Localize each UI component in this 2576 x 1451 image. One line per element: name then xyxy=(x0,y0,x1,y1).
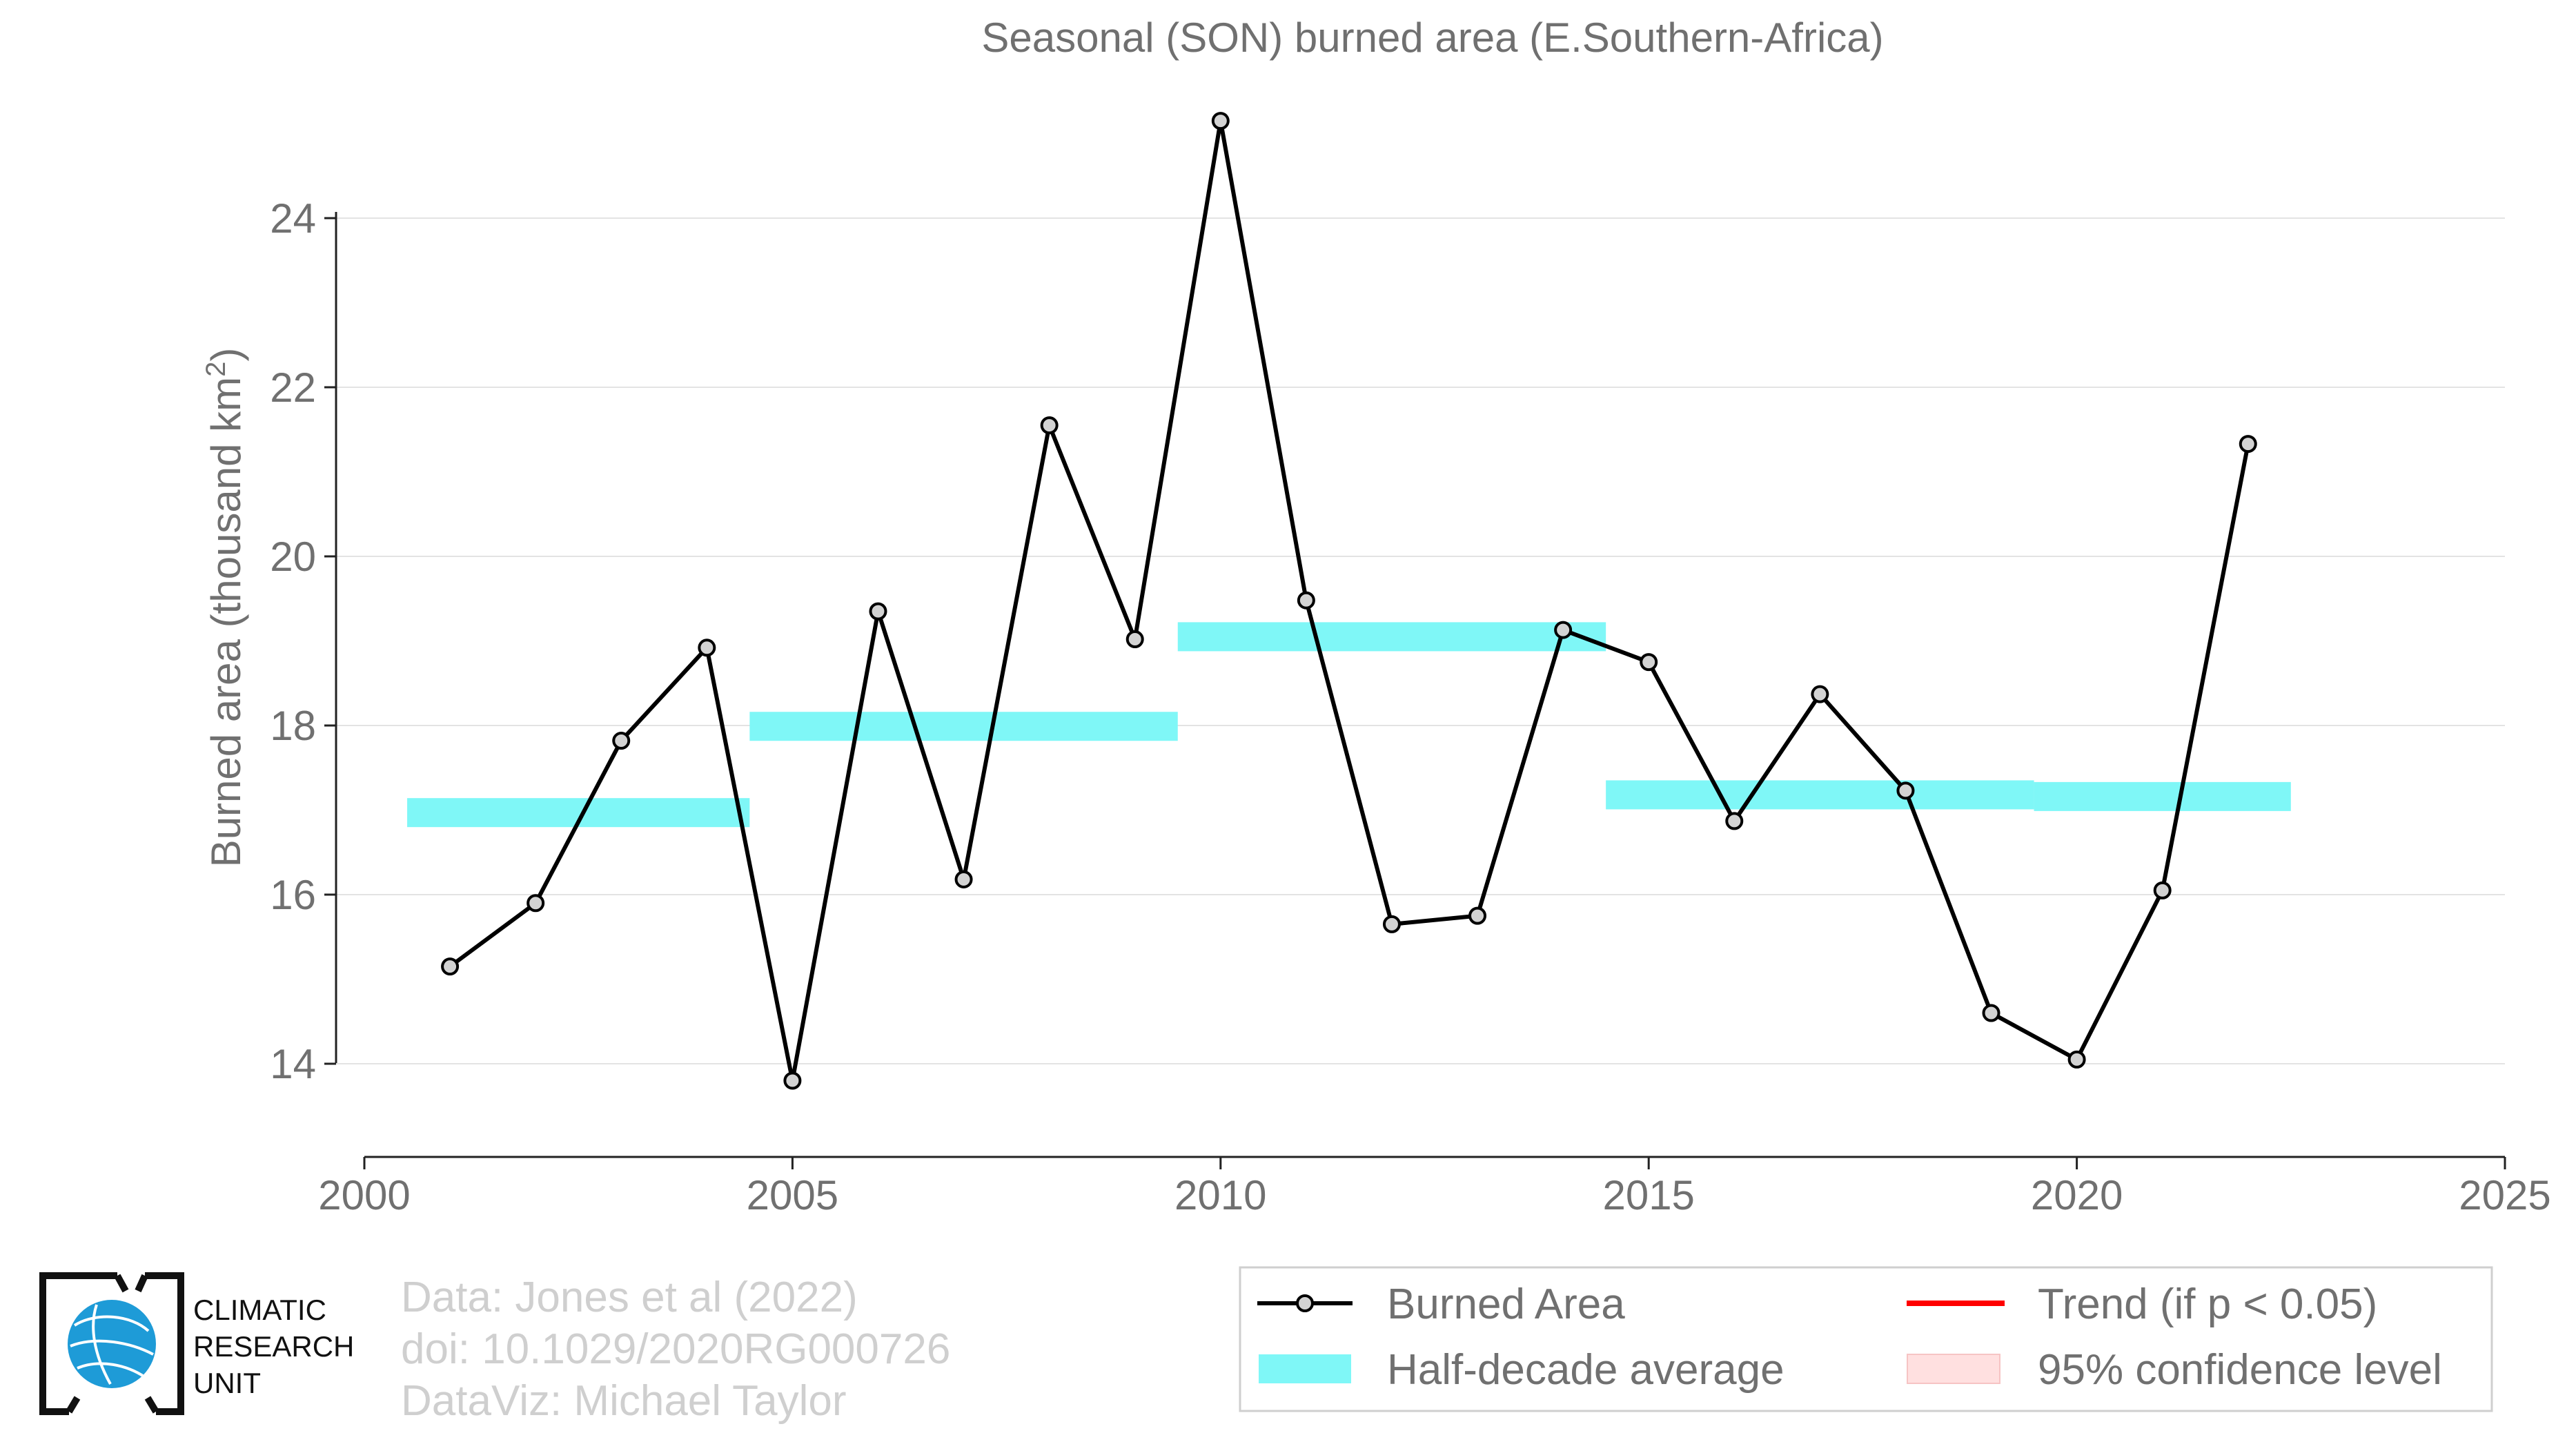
burned-area-point xyxy=(698,639,716,657)
burned-area-point xyxy=(1982,1004,2000,1022)
half-decade-bar xyxy=(749,712,1178,741)
x-tick-label: 2015 xyxy=(1602,1172,1694,1218)
legend-marker-burned-area xyxy=(1296,1294,1314,1312)
legend-swatch-half-decade xyxy=(1259,1354,1351,1383)
chart-title: Seasonal (SON) burned area (E.Southern-A… xyxy=(981,14,1883,61)
burned-area-point xyxy=(1468,906,1487,925)
burned-area-line xyxy=(449,119,2250,1083)
y-axis-label-superscript: 2 xyxy=(201,362,231,377)
burned-area-point xyxy=(783,1071,802,1090)
x-tick-label: 2020 xyxy=(2031,1172,2123,1218)
burned-area-point xyxy=(954,870,973,888)
burned-area-point xyxy=(1211,112,1230,130)
y-axis-ticks: 14 16 18 20 22 24 xyxy=(270,195,336,1087)
burned-area-point xyxy=(1040,416,1059,435)
x-axis-ticks: 2000 2005 2010 2015 2020 2025 xyxy=(318,1157,2551,1218)
x-tick-label: 2005 xyxy=(747,1172,838,1218)
burned-area-point xyxy=(869,602,887,621)
burned-area-point xyxy=(2067,1050,2086,1069)
cru-logo-frame xyxy=(39,1272,184,1415)
burned-area-point xyxy=(441,957,460,976)
burned-area-point xyxy=(1125,630,1144,649)
y-tick-label: 20 xyxy=(270,534,316,580)
half-decade-bar xyxy=(1177,622,1606,652)
credit-dataviz: DataViz: Michael Taylor xyxy=(401,1377,847,1425)
cru-logo: CLIMATIC RESEARCH UNIT xyxy=(39,1272,354,1415)
y-tick-label: 22 xyxy=(270,364,316,411)
y-tick-label: 18 xyxy=(270,703,316,749)
half-decade-bar xyxy=(1606,780,2034,810)
y-axis-label: Burned area (thousand km2) xyxy=(201,348,249,868)
burned-area-point xyxy=(1811,685,1829,703)
burned-area-point xyxy=(1297,591,1315,610)
burned-area-point xyxy=(1896,781,1915,800)
credit-doi: doi: 10.1029/2020RG000726 xyxy=(401,1325,950,1373)
burned-area-point xyxy=(1554,621,1573,639)
x-tick-label: 2025 xyxy=(2459,1172,2550,1218)
legend-label-half-decade: Half-decade average xyxy=(1387,1346,1784,1394)
grid-lines xyxy=(336,217,2505,1064)
y-tick-label: 16 xyxy=(270,872,316,918)
legend: Burned Area Trend (if p < 0.05) Half-dec… xyxy=(1239,1266,2493,1412)
half-decade-bar xyxy=(2034,781,2291,811)
legend-frame xyxy=(1239,1266,2493,1412)
cru-logo-text-1: CLIMATIC xyxy=(193,1294,326,1326)
y-axis-label-end: ) xyxy=(203,348,249,362)
credit-data-source: Data: Jones et al (2022) xyxy=(401,1274,858,1321)
globe-swirl-icon xyxy=(70,1304,154,1385)
cru-logo-text-3: UNIT xyxy=(193,1367,261,1399)
legend-label-confidence: 95% confidence level xyxy=(2038,1346,2442,1394)
burned-area-point xyxy=(1725,812,1744,830)
burned-area-point xyxy=(1382,915,1401,933)
x-tick-label: 2000 xyxy=(318,1172,410,1218)
half-decade-series xyxy=(407,622,2291,828)
y-tick-label: 14 xyxy=(270,1041,316,1087)
legend-label-trend: Trend (if p < 0.05) xyxy=(2038,1280,2377,1328)
burned-area-point xyxy=(612,732,631,750)
legend-label-burned-area: Burned Area xyxy=(1387,1280,1625,1328)
x-tick-label: 2010 xyxy=(1174,1172,1266,1218)
legend-swatch-confidence xyxy=(1907,1354,2000,1384)
burned-area-series xyxy=(441,112,2257,1090)
y-tick-label: 24 xyxy=(270,195,316,242)
burned-area-point xyxy=(2153,881,2172,899)
burned-area-point xyxy=(527,894,545,913)
burned-area-point xyxy=(1640,653,1658,672)
burned-area-point xyxy=(2239,435,2257,454)
cru-logo-text-2: RESEARCH xyxy=(193,1330,354,1363)
